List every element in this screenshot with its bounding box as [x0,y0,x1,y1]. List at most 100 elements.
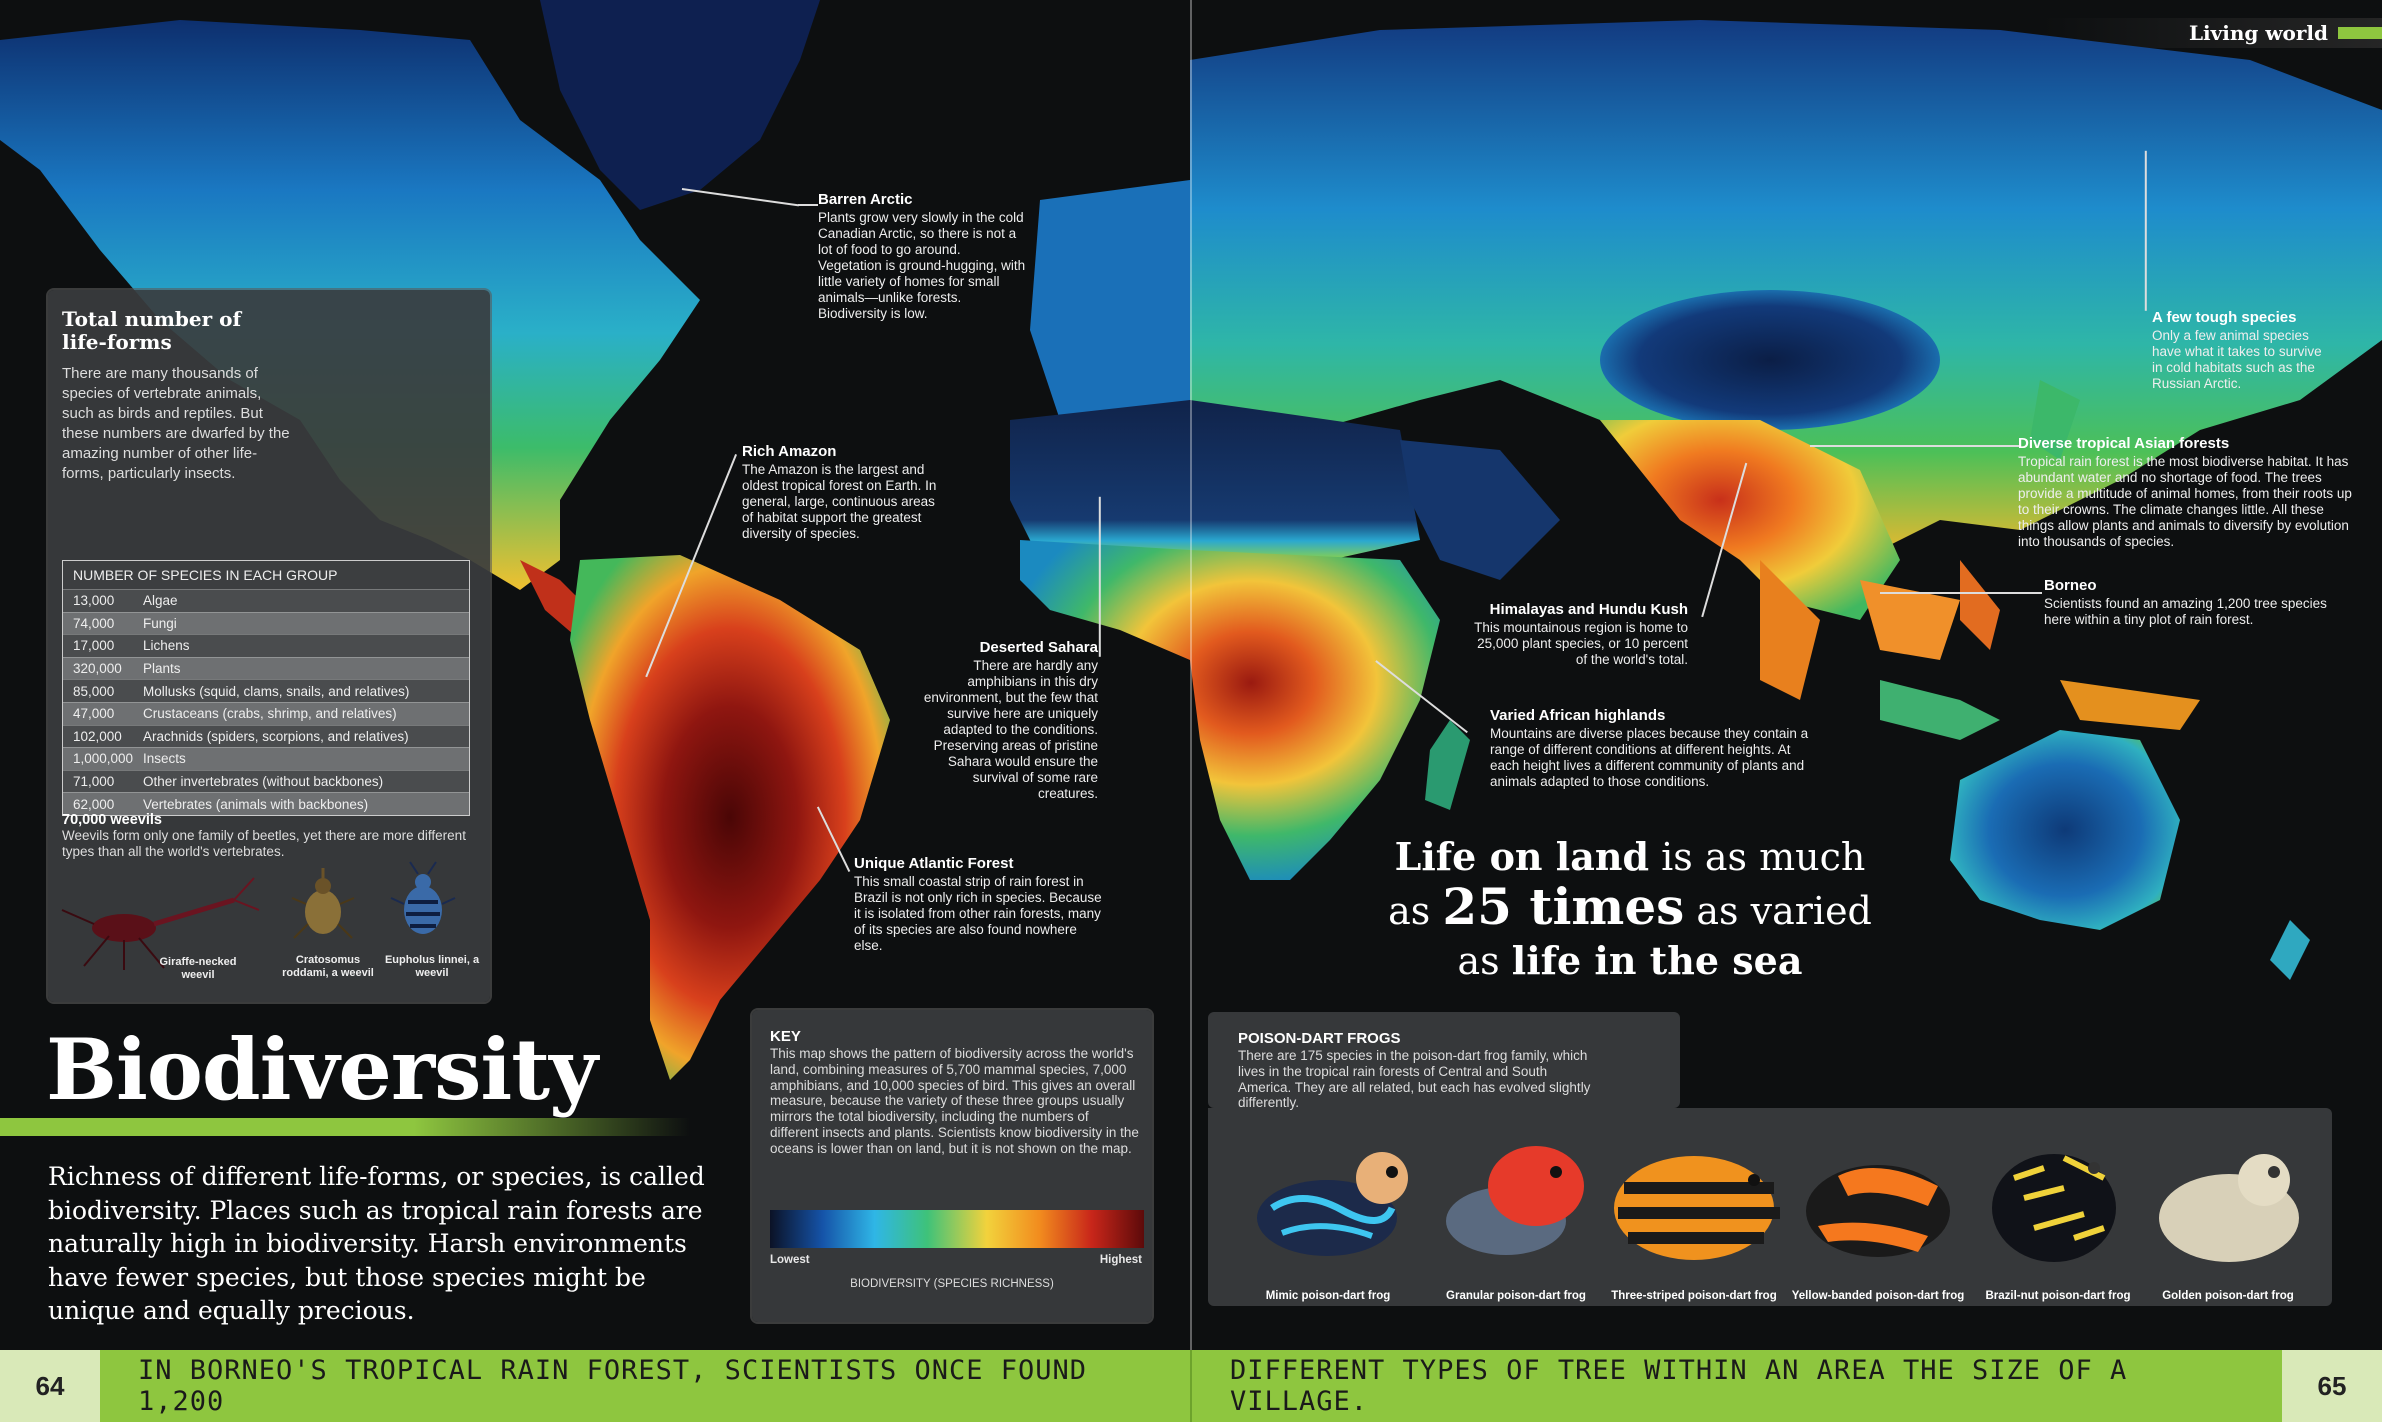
footer-band-right: DIFFERENT TYPES OF TREE WITHIN AN AREA T… [1192,1350,2282,1422]
scale-title: BIODIVERSITY (SPECIES RICHNESS) [850,1278,1054,1290]
callout-text: There are hardly any amphibians in this … [923,658,1098,801]
species-group: Plants [143,661,181,677]
species-table-body: 13,000 Algae 74,000 Fungi 17,000 Lichens 320,0… [63,589,469,815]
species-group: Arachnids (spiders, scorpions, and relat… [143,728,409,744]
page-number-right: 65 [2282,1350,2382,1422]
callout-title: Diverse tropical Asian forests [2018,435,2230,452]
giraffe-weevil-illustration [61,877,260,970]
species-table-header: NUMBER OF SPECIES IN EACH GROUP [63,561,469,589]
species-count: 74,000 [73,615,115,631]
quote-part: as varied [1684,889,1872,933]
callout-title: Rich Amazon [742,443,837,460]
weevil-note: 70,000 weevils Weevils form only one fam… [62,812,472,860]
quote-part: life in the sea [1511,938,1803,983]
species-count: 62,000 [73,796,115,812]
species-count: 85,000 [73,683,115,699]
frog-panel: POISON-DART FROGS There are 175 species … [1208,1012,1680,1111]
weevil-text: Weevils form only one family of beetles,… [62,828,466,859]
biodiversity-scale-bar [770,1210,1144,1248]
species-count: 320,000 [73,661,122,677]
species-row: 1,000,000 Insects [63,747,469,770]
species-row: 320,000 Plants [63,656,469,680]
frog-name: Three-striped poison-dart frog [1611,1290,1777,1302]
quote-part: as [1457,939,1512,983]
leader-borneo [1880,592,2042,594]
mimic-frog-illustration [1257,1152,1408,1256]
page-number-left: 64 [0,1350,100,1422]
footer-band-left: IN BORNEO'S TROPICAL RAIN FOREST, SCIENT… [100,1350,1190,1422]
species-table: NUMBER OF SPECIES IN EACH GROUP 13,000 Al… [62,560,470,816]
scale-high-label: Highest [1099,1254,1142,1266]
species-row: 85,000 Mollusks (squid, clams, snails, an… [63,679,469,702]
footer: 64 IN BORNEO'S TROPICAL RAIN FOREST, SCI… [0,1350,2382,1422]
lifeforms-text: There are many thousands of species of v… [62,365,290,482]
callout-text: Only a few animal species have what it t… [2152,328,2322,391]
weevil-caption: Cratosomus roddami, a weevil [282,954,374,979]
section-label: Living world [2042,18,2382,48]
species-group: Insects [143,751,186,767]
species-group: Lichens [143,638,190,654]
callout-asian-forests: Diverse tropical Asian forests Tropical … [2018,436,2358,550]
key-panel: KEY This map shows the pattern of biodiv… [752,1010,1152,1322]
quote-part: is as much [1649,835,1866,879]
scale-low-label: Lowest [770,1254,810,1266]
callout-title: Unique Atlantic Forest [854,855,1014,872]
callout-title: Varied African highlands [1490,707,1666,724]
section-label-bar [2338,27,2382,39]
species-row: 74,000 Fungi [63,611,469,635]
frog-name: Mimic poison-dart frog [1265,1290,1391,1302]
species-group: Algae [143,593,178,609]
lifeforms-heading: Total number of life-forms [62,307,242,354]
footer-fact-left: IN BORNEO'S TROPICAL RAIN FOREST, SCIENT… [138,1355,1088,1417]
callout-title: A few tough species [2152,309,2297,326]
callout-title: Barren Arctic [818,191,913,208]
callout-text: Plants grow very slowly in the cold Cana… [818,210,1026,321]
section-label-text: Living world [2188,21,2328,45]
callout-text: Tropical rain forest is the most biodive… [2018,454,2352,549]
callout-himalayas: Himalayas and Hundu Kush This mountainou… [1466,602,1688,668]
species-group: Crustaceans (crabs, shrimp, and relative… [143,706,397,722]
species-count: 17,000 [73,638,115,654]
frog-text: There are 175 species in the poison-dart… [1238,1048,1591,1111]
callout-atlantic-forest: Unique Atlantic Forest This small coasta… [854,856,1104,954]
key-heading: KEY [770,1028,801,1045]
eupholus-weevil-illustration [390,861,456,934]
callout-title: Borneo [2044,577,2097,594]
pull-quote: Life on land is as much as 25 times as v… [1370,832,1890,986]
lifeforms-panel: Total number of life-forms There are man… [48,290,490,1002]
species-group: Other invertebrates (without backbones) [143,774,384,790]
frog-name: Golden poison-dart frog [2162,1290,2294,1302]
page-title: Biodiversity [46,1020,598,1119]
species-row: 47,000 Crustaceans (crabs, shrimp, and re… [63,701,469,725]
species-row: 62,000 Vertebrates (animals with backbone… [63,792,469,815]
book-spine [1190,0,1192,1350]
three-striped-frog-illustration [1614,1156,1780,1260]
footer-fact-right: DIFFERENT TYPES OF TREE WITHIN AN AREA T… [1230,1355,2128,1417]
frog-name: Brazil-nut poison-dart frog [1985,1290,2131,1302]
callout-deserted-sahara: Deserted Sahara There are hardly any amp… [916,640,1098,802]
frog-name: Yellow-banded poison-dart frog [1791,1290,1965,1302]
species-count: 13,000 [73,593,115,609]
callout-african-highlands: Varied African highlands Mountains are d… [1490,708,1810,790]
golden-frog-illustration [2159,1154,2299,1262]
frog-strip: Mimic poison-dart frog Granular poison-d… [1208,1108,2332,1306]
callout-barren-arctic: Barren Arctic Plants grow very slowly in… [818,192,1028,322]
species-count: 1,000,000 [73,751,134,767]
leader-barren-arctic-h [798,204,818,206]
species-row: 102,000 Arachnids (spiders, scorpions, an… [63,724,469,748]
frog-name: Granular poison-dart frog [1446,1290,1586,1302]
weevil-heading: 70,000 weevils [62,812,162,828]
callout-rich-amazon: Rich Amazon The Amazon is the largest an… [742,444,942,542]
leader-tough-species [2145,150,2147,311]
cratosomus-weevil-illustration [291,868,355,939]
callout-text: Mountains are diverse places because the… [1490,726,1809,789]
quote-part: Life on land [1394,834,1650,879]
title-rule [0,1118,690,1136]
footer-spine [1190,1350,1192,1422]
intro-paragraph: Richness of different life-forms, or spe… [48,1162,705,1325]
species-row: 13,000 Algae [63,589,469,612]
callout-text: Scientists found an amazing 1,200 tree s… [2044,596,2327,627]
weevil-caption: Giraffe-necked weevil [159,956,237,981]
weevil-caption: Eupholus linnei, a weevil [384,954,480,979]
leader-deserted-sahara [1099,496,1101,657]
